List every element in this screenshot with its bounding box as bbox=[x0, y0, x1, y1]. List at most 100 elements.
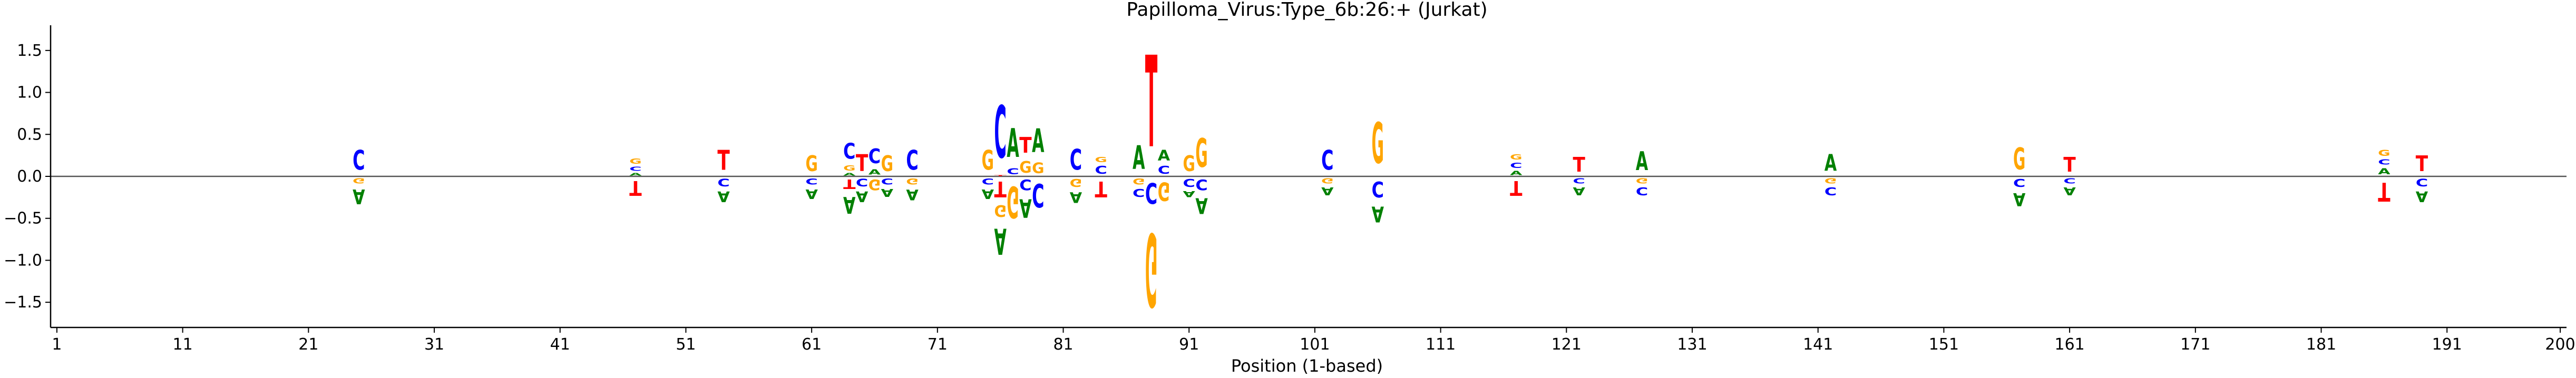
logo-letter-c-above: C bbox=[1070, 143, 1082, 176]
x-tick-label: 51 bbox=[676, 335, 696, 354]
logo-glyph: A bbox=[906, 186, 919, 203]
logo-glyph: T bbox=[856, 151, 869, 177]
logo-letter-t-above: T bbox=[1573, 153, 1586, 176]
logo-glyph: C bbox=[994, 92, 1006, 175]
logo-letter-c-below: C bbox=[2063, 176, 2075, 185]
x-tick-label: 171 bbox=[2180, 335, 2210, 354]
logo-glyph: C bbox=[805, 176, 817, 186]
logo-glyph: G bbox=[906, 176, 918, 186]
logo-letter-g-above: G bbox=[843, 164, 855, 173]
logo-letter-t-above: T bbox=[2063, 153, 2076, 176]
logo-glyph: A bbox=[1019, 193, 1031, 222]
logo-letter-g-above: G bbox=[629, 157, 641, 166]
logo-glyph: C bbox=[2063, 176, 2075, 185]
logo-letter-c-below: C bbox=[1145, 176, 1157, 210]
logo-glyph: C bbox=[1636, 185, 1648, 197]
logo-glyph: C bbox=[353, 145, 365, 177]
logo-letter-a-below: A bbox=[1573, 184, 1585, 197]
logo-letter-g-above: G bbox=[1095, 156, 1107, 164]
logo-glyph: G bbox=[1321, 176, 1333, 185]
logo-glyph: G bbox=[982, 144, 994, 176]
logo-letter-t-below: T bbox=[1510, 176, 1523, 200]
x-axis-label: Position (1-based) bbox=[1231, 356, 1383, 376]
logo-glyph: G bbox=[1019, 158, 1031, 176]
y-tick-label: 1.0 bbox=[17, 84, 42, 102]
logo-glyph: G bbox=[1007, 176, 1019, 226]
logo-letter-c-above: C bbox=[994, 92, 1006, 175]
logo-glyph: C bbox=[1510, 161, 1522, 170]
x-tick-label: 101 bbox=[1300, 335, 1330, 354]
logo-glyph: G bbox=[881, 152, 893, 177]
logo-letter-a-above: A bbox=[843, 172, 855, 176]
logo-glyph: G bbox=[1636, 176, 1648, 185]
logo-letter-t-above: T bbox=[2416, 151, 2428, 176]
logo-glyph: G bbox=[869, 176, 881, 193]
logo-letter-c-above: C bbox=[1158, 164, 1170, 177]
logo-letter-c-below: C bbox=[2416, 176, 2428, 187]
logo-letter-c-above: C bbox=[1007, 166, 1019, 176]
logo-glyph: C bbox=[1321, 145, 1333, 177]
logo-letter-a-below: A bbox=[881, 186, 893, 198]
x-tick-label: 1 bbox=[52, 335, 62, 354]
logo-letter-g-below: G bbox=[1636, 176, 1648, 185]
logo-letter-g-below: G bbox=[1145, 210, 1157, 326]
logo-letter-a-above: A bbox=[1032, 123, 1045, 160]
logo-letter-c-below: C bbox=[982, 176, 994, 186]
logo-letter-a-above: A bbox=[1158, 147, 1170, 164]
x-tick-label: 161 bbox=[2055, 335, 2085, 354]
logo-letter-g-below: G bbox=[869, 176, 881, 193]
logo-glyph: G bbox=[2013, 141, 2025, 176]
y-tick-label: 0.0 bbox=[17, 167, 42, 186]
y-tick-label: −0.5 bbox=[4, 210, 42, 228]
x-tick-label: 141 bbox=[1803, 335, 1833, 354]
logo-glyph: C bbox=[1372, 176, 1384, 202]
logo-letter-c-above: C bbox=[353, 145, 365, 177]
logo-glyph: C bbox=[843, 138, 855, 164]
logo-glyph: A bbox=[1372, 201, 1384, 226]
logo-letter-a-below: A bbox=[1372, 201, 1384, 226]
logo-letter-g-below: G bbox=[1070, 176, 1082, 189]
logo-glyph: G bbox=[1195, 131, 1207, 176]
logo-glyph: A bbox=[881, 186, 893, 198]
logo-letter-t-below: T bbox=[629, 176, 642, 200]
logo-letter-c-below: C bbox=[2013, 176, 2025, 189]
logo-letter-g-below: G bbox=[353, 176, 365, 185]
logo-glyph: G bbox=[1824, 176, 1837, 185]
x-tick-label: 151 bbox=[1929, 335, 1959, 354]
logo-glyph: T bbox=[2063, 153, 2076, 176]
logo-glyph: C bbox=[1095, 164, 1107, 177]
logo-letter-g-below: G bbox=[994, 202, 1006, 220]
logo-glyph: T bbox=[2416, 151, 2428, 176]
logo-glyph: C bbox=[2013, 176, 2025, 189]
logo-glyph: C bbox=[1019, 176, 1031, 193]
logo-glyph: A bbox=[843, 192, 855, 218]
logo-glyph: C bbox=[982, 176, 994, 186]
logo-letter-a-below: A bbox=[353, 184, 365, 207]
logo-letter-g-below: G bbox=[906, 176, 918, 186]
x-tick-label: 21 bbox=[298, 335, 318, 354]
logo-letter-c-above: C bbox=[1321, 145, 1333, 177]
logo-glyph: C bbox=[881, 176, 893, 186]
logo-letter-c-below: C bbox=[1133, 186, 1145, 199]
logo-letter-c-above: C bbox=[1510, 161, 1522, 170]
logo-letter-a-above: A bbox=[1636, 146, 1648, 176]
logo-glyph: C bbox=[1573, 176, 1585, 185]
logo-glyph: A bbox=[1321, 184, 1333, 197]
logo-letter-a-below: A bbox=[1019, 193, 1031, 222]
logo-letter-t-below: T bbox=[1095, 176, 1107, 202]
logo-letter-g-below: G bbox=[1007, 176, 1019, 226]
logo-letter-c-below: C bbox=[1183, 176, 1195, 189]
logo-glyph: C bbox=[1183, 176, 1195, 189]
logo-glyph: A bbox=[1195, 193, 1208, 217]
logo-letter-c-below: C bbox=[1032, 176, 1044, 214]
logo-glyph: A bbox=[1007, 121, 1019, 167]
x-tick-label: 191 bbox=[2432, 335, 2462, 354]
x-tick-label: 11 bbox=[173, 335, 193, 354]
logo-glyph: C bbox=[1158, 164, 1170, 177]
logo-glyph: G bbox=[1372, 112, 1384, 177]
logo-letter-c-above: C bbox=[1095, 164, 1107, 177]
logo-glyph: A bbox=[629, 172, 641, 176]
logo-glyph: T bbox=[1573, 153, 1586, 176]
